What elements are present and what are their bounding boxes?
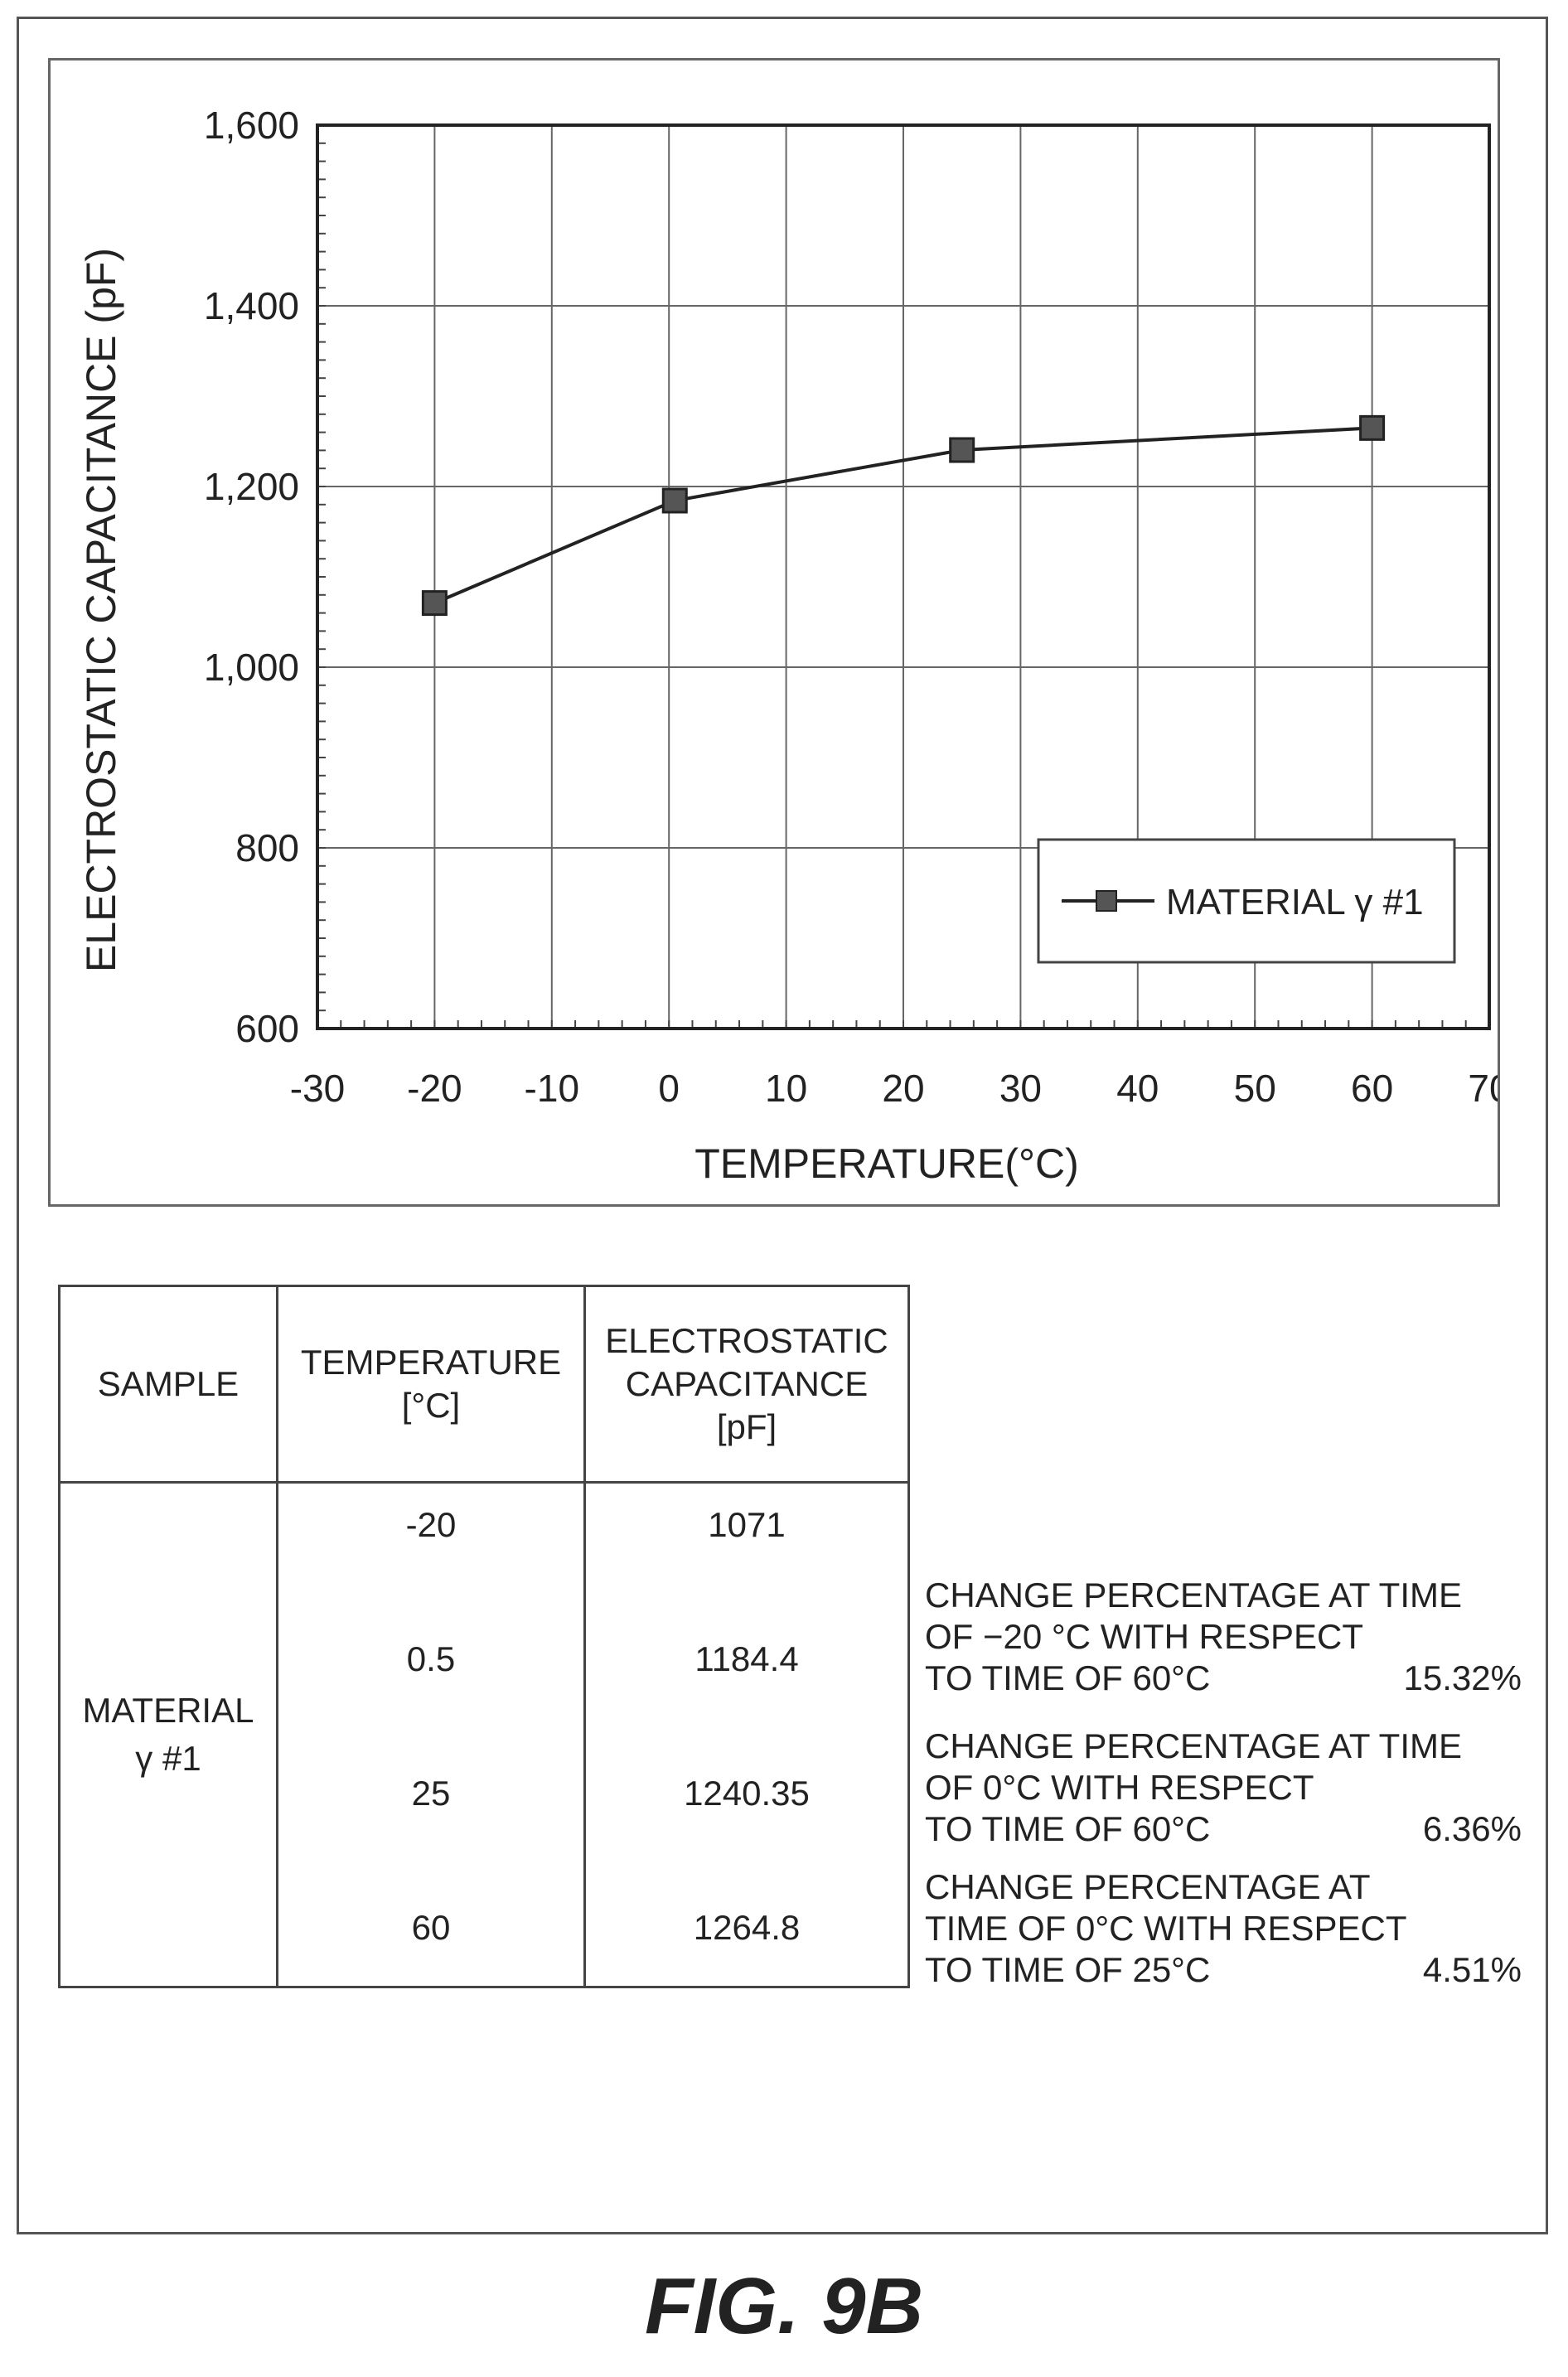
sample-name: MATERIAL bbox=[82, 1691, 254, 1730]
figure-label: FIG. 9B bbox=[644, 2262, 924, 2350]
header-capacitance: ELECTROSTATIC CAPACITANCE [pF] bbox=[583, 1285, 910, 1484]
note-percentage: 6.36% bbox=[1422, 1809, 1522, 1848]
y-tick-label: 600 bbox=[235, 1007, 299, 1050]
header-temperature-unit: [°C] bbox=[401, 1386, 461, 1425]
note-line: TIME OF 0°C WITH RESPECT bbox=[925, 1909, 1407, 1948]
y-tick-label: 1,000 bbox=[204, 646, 299, 689]
data-point bbox=[421, 590, 448, 617]
temperature-values: -20 0.5 25 60 bbox=[276, 1481, 586, 1988]
change-note-2: CHANGE PERCENTAGE AT TIME OF 0°C WITH RE… bbox=[925, 1726, 1522, 1850]
change-note-3: CHANGE PERCENTAGE AT TIME OF 0°C WITH RE… bbox=[925, 1866, 1522, 1991]
table-row: MATERIAL γ #1 -20 0.5 25 60 1071 1184.4 … bbox=[58, 1481, 910, 1988]
y-tick-label: 1,400 bbox=[204, 284, 299, 327]
y-axis-title: ELECTROSTATIC CAPACITANCE (pF) bbox=[78, 248, 124, 972]
x-tick-label: 60 bbox=[1351, 1067, 1393, 1110]
y-tick-label: 1,600 bbox=[204, 104, 299, 147]
temperature-value: 25 bbox=[411, 1774, 451, 1813]
legend-label: MATERIAL γ #1 bbox=[1166, 882, 1424, 922]
header-capacitance-line: ELECTROSTATIC bbox=[605, 1321, 888, 1360]
data-point bbox=[1359, 414, 1386, 441]
sample-id: γ #1 bbox=[135, 1739, 201, 1778]
note-line: CHANGE PERCENTAGE AT TIME bbox=[925, 1576, 1463, 1615]
legend: MATERIAL γ #1 bbox=[1037, 838, 1456, 964]
note-line: OF −20 °C WITH RESPECT bbox=[925, 1617, 1364, 1656]
y-tick-label: 800 bbox=[235, 826, 299, 869]
temperature-value: 0.5 bbox=[406, 1639, 456, 1678]
chart-frame: -30 -20 -10 0 10 20 30 40 50 60 70 600 800 1,000 1,200… bbox=[48, 58, 1500, 1207]
sample-cell: MATERIAL γ #1 bbox=[58, 1481, 278, 1988]
capacitance-value: 1264.8 bbox=[693, 1908, 801, 1947]
series-layer bbox=[421, 414, 1386, 617]
capacitance-values: 1071 1184.4 1240.35 1264.8 bbox=[583, 1481, 910, 1988]
note-line: OF 0°C WITH RESPECT bbox=[925, 1768, 1314, 1807]
y-tick-label: 1,200 bbox=[204, 465, 299, 508]
x-tick-label: -30 bbox=[290, 1067, 345, 1110]
header-sample: SAMPLE bbox=[58, 1285, 278, 1484]
x-tick-label: 0 bbox=[658, 1067, 680, 1110]
plot-border bbox=[316, 123, 1491, 1030]
note-percentage: 4.51% bbox=[1422, 1950, 1522, 1989]
header-capacitance-unit: [pF] bbox=[716, 1407, 777, 1446]
note-line: TO TIME OF 60°C bbox=[925, 1809, 1211, 1848]
x-axis-title: TEMPERATURE(°C) bbox=[694, 1140, 1079, 1187]
data-point bbox=[949, 437, 975, 463]
note-line: TO TIME OF 60°C bbox=[925, 1658, 1211, 1697]
temperature-value: -20 bbox=[405, 1505, 457, 1544]
note-line: TO TIME OF 25°C bbox=[925, 1950, 1211, 1989]
note-line: CHANGE PERCENTAGE AT bbox=[925, 1867, 1371, 1906]
header-temperature-line: TEMPERATURE bbox=[300, 1343, 562, 1382]
x-tick-label: 10 bbox=[765, 1067, 807, 1110]
tick-labels: -30 -20 -10 0 10 20 30 40 50 60 70 600 800 1,000 1,200… bbox=[204, 104, 1498, 1110]
data-point bbox=[661, 487, 688, 514]
x-tick-label: 70 bbox=[1468, 1067, 1498, 1110]
data-table: SAMPLE TEMPERATURE [°C] ELECTROSTATIC CA… bbox=[58, 1285, 910, 1988]
x-tick-label: 50 bbox=[1234, 1067, 1276, 1110]
legend-marker-square-icon bbox=[1096, 890, 1117, 912]
note-percentage: 15.32% bbox=[1403, 1658, 1522, 1697]
x-tick-label: 40 bbox=[1116, 1067, 1159, 1110]
line-chart: -30 -20 -10 0 10 20 30 40 50 60 70 600 800 1,000 1,200… bbox=[78, 104, 1498, 1187]
x-tick-label: 30 bbox=[999, 1067, 1042, 1110]
x-tick-label: -20 bbox=[407, 1067, 462, 1110]
capacitance-value: 1071 bbox=[708, 1505, 786, 1544]
temperature-value: 60 bbox=[411, 1908, 451, 1947]
capacitance-value: 1184.4 bbox=[694, 1639, 799, 1678]
x-tick-label: -10 bbox=[525, 1067, 579, 1110]
table-header-row: SAMPLE TEMPERATURE [°C] ELECTROSTATIC CA… bbox=[58, 1285, 910, 1484]
change-note-1: CHANGE PERCENTAGE AT TIME OF −20 °C WITH… bbox=[925, 1575, 1522, 1699]
header-temperature: TEMPERATURE [°C] bbox=[276, 1285, 586, 1484]
header-sample-line: SAMPLE bbox=[97, 1364, 240, 1403]
header-capacitance-line: CAPACITANCE bbox=[625, 1364, 869, 1403]
note-line: CHANGE PERCENTAGE AT TIME bbox=[925, 1726, 1463, 1765]
x-tick-label: 20 bbox=[882, 1067, 924, 1110]
series-line bbox=[433, 426, 1372, 605]
capacitance-value: 1240.35 bbox=[684, 1774, 810, 1813]
outer-frame bbox=[17, 17, 1548, 2234]
